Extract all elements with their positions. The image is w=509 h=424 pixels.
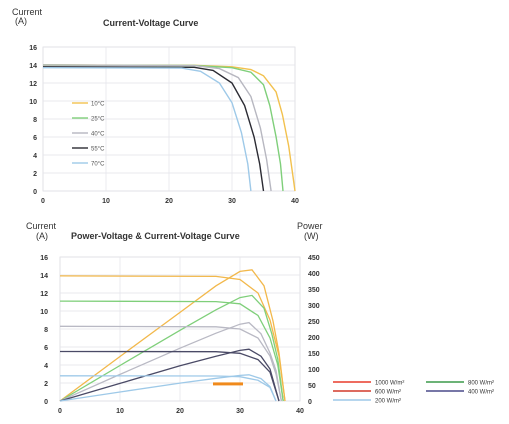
c2-y2-tick-label: 100 [308,367,320,374]
c1-legend-label: 25°C [91,117,105,123]
c2-power-line [59,348,280,402]
c2-y-tick-label: 8 [44,327,48,334]
c2-y2label-line1: Power [297,221,323,231]
c1-ylabel-line1: Current [12,7,43,17]
c1-grid [42,46,296,192]
c2-current-line [59,350,280,402]
c2-legend-label: 800 W/m² [468,381,494,387]
c1-lines [42,64,296,192]
c2-y-tick-label: 6 [44,345,48,352]
c1-y-tick-label: 2 [33,171,37,178]
c1-ticks: 0 2 4 6 8 10 12 14 16 0 10 20 30 40 [29,45,299,205]
c1-legend-label: 70°C [91,162,105,168]
c2-y-tick-label: 2 [44,381,48,388]
c1-y-tick-label: 8 [33,117,37,124]
c2-ticks: 0246810121416050100150200250300350400450… [40,255,320,415]
c2-x-tick-label: 40 [296,408,304,415]
c2-y-tick-label: 10 [40,309,48,316]
c1-x-tick-label: 40 [291,198,299,205]
c1-ylabel-line2: (A) [15,16,27,26]
c2-y-tick-label: 14 [40,273,48,280]
c2-legend-label: 1000 W/m² [375,381,404,387]
c2-y2-tick-label: 200 [308,335,320,342]
pv-iv-chart: Current (A) Power-Voltage & Current-Volt… [26,221,494,415]
c2-y2-tick-label: 50 [308,383,316,390]
c2-x-tick-label: 20 [176,408,184,415]
c2-annotation-marker [213,382,243,386]
c2-y2-tick-label: 0 [308,399,312,406]
c1-legend-label: 55°C [91,147,105,153]
c2-x-tick-label: 0 [58,408,62,415]
c2-y2-tick-label: 250 [308,319,320,326]
c1-legend: 10°C 25°C 40°C 55°C 70°C [72,102,105,168]
c1-x-tick-label: 30 [228,198,236,205]
c2-y-tick-label: 12 [40,291,48,298]
c2-legend-label: 200 W/m² [375,399,401,405]
c2-power-line [59,269,286,402]
iv-chart: Current (A) Current-Voltage Curve 0 2 4 6 8 1… [12,7,299,205]
c2-current-line [59,300,284,402]
c2-power-line [59,374,277,402]
c2-ylabel-line2: (A) [36,231,48,241]
c2-y-tick-label: 16 [40,255,48,262]
c2-y2-tick-label: 300 [308,303,320,310]
c1-y-tick-label: 12 [29,81,37,88]
c2-legend-label: 600 W/m² [375,390,401,396]
c1-x-tick-label: 20 [165,198,173,205]
c2-power-line [59,294,284,402]
c2-ylabel-line1: Current [26,221,57,231]
c2-power-line [59,321,283,402]
c2-y2-tick-label: 350 [308,287,320,294]
c2-y2-tick-label: 450 [308,255,320,262]
c1-y-tick-label: 4 [33,153,37,160]
c2-x-tick-label: 10 [116,408,124,415]
c1-x-tick-label: 10 [102,198,110,205]
c1-series-line [42,64,284,192]
c2-lines [59,269,286,402]
c2-legend-label: 400 W/m² [468,390,494,396]
c2-y2-tick-label: 400 [308,271,320,278]
c2-legend: 1000 W/m² 600 W/m² 200 W/m² 800 W/m² 400 W/m… [333,381,494,405]
c2-y2-tick-label: 150 [308,351,320,358]
c1-y-tick-label: 10 [29,99,37,106]
c1-y-tick-label: 6 [33,135,37,142]
c2-y2label-line2: (W) [304,231,319,241]
c2-y-tick-label: 4 [44,363,48,370]
c1-legend-label: 40°C [91,132,105,138]
c1-x-tick-label: 0 [41,198,45,205]
c1-series-line [42,64,272,192]
c1-series-line [42,66,265,192]
c1-y-tick-label: 14 [29,63,37,70]
c1-legend-label: 10°C [91,102,105,108]
c2-title: Power-Voltage & Current-Voltage Curve [71,231,240,241]
c1-title: Current-Voltage Curve [103,18,198,28]
c2-y-tick-label: 0 [44,399,48,406]
c1-y-tick-label: 16 [29,45,37,52]
c1-y-tick-label: 0 [33,189,37,196]
c1-series-line [42,67,252,192]
c2-x-tick-label: 30 [236,408,244,415]
